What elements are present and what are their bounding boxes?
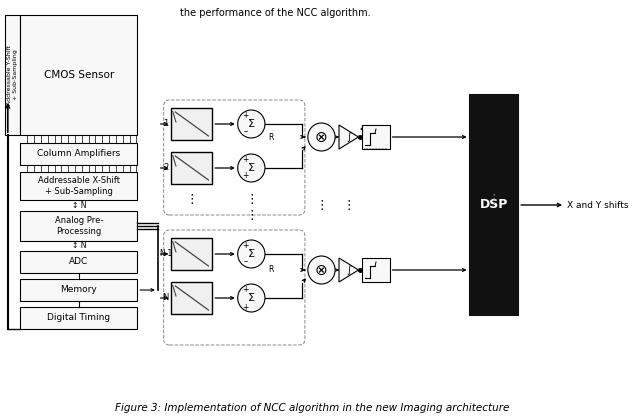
Text: +: + xyxy=(243,155,249,163)
Circle shape xyxy=(237,240,265,268)
Text: +: + xyxy=(243,240,249,250)
Text: ⋮: ⋮ xyxy=(152,252,163,262)
Text: ⋮: ⋮ xyxy=(316,199,328,212)
Circle shape xyxy=(237,154,265,182)
Text: X and Y shifts: X and Y shifts xyxy=(567,201,628,209)
Bar xyxy=(362,258,390,282)
Text: 2: 2 xyxy=(163,163,168,173)
Text: Σ: Σ xyxy=(248,119,255,129)
Text: ⋮: ⋮ xyxy=(488,194,500,206)
Text: +: + xyxy=(243,110,249,120)
Bar xyxy=(20,172,138,200)
Text: Column Amplifiers: Column Amplifiers xyxy=(37,150,120,158)
Text: Σ: Σ xyxy=(248,163,255,173)
Text: ∫: ∫ xyxy=(346,132,351,142)
Text: CMOS Sensor: CMOS Sensor xyxy=(44,70,114,80)
Bar xyxy=(20,143,138,165)
Text: ↕ N: ↕ N xyxy=(72,201,86,209)
Text: N: N xyxy=(163,293,169,303)
Bar xyxy=(172,282,212,314)
Bar xyxy=(20,15,138,135)
Bar xyxy=(362,125,390,149)
Text: Σ: Σ xyxy=(248,293,255,303)
Text: ∫: ∫ xyxy=(346,265,351,275)
Text: \: \ xyxy=(172,239,177,253)
Bar xyxy=(20,251,138,273)
Text: –: – xyxy=(243,127,248,137)
Text: Σ: Σ xyxy=(248,249,255,259)
Text: DSP: DSP xyxy=(480,199,508,212)
Text: 1: 1 xyxy=(163,120,168,128)
Text: ⋮: ⋮ xyxy=(245,209,257,222)
Text: R: R xyxy=(268,265,273,275)
Polygon shape xyxy=(339,258,358,282)
Text: ⊗: ⊗ xyxy=(315,263,328,278)
Text: +: + xyxy=(243,171,249,181)
Text: R: R xyxy=(268,133,273,142)
Bar xyxy=(172,108,212,140)
Text: ·: · xyxy=(358,121,363,139)
Bar xyxy=(20,307,138,329)
Text: ⊗: ⊗ xyxy=(315,130,328,145)
Circle shape xyxy=(237,110,265,138)
Text: Digital Timing: Digital Timing xyxy=(47,314,111,323)
Text: ⋮: ⋮ xyxy=(342,199,355,212)
Bar xyxy=(20,279,138,301)
Text: ADC: ADC xyxy=(69,257,88,267)
Text: –: – xyxy=(243,257,248,267)
Circle shape xyxy=(308,123,335,151)
Text: Analog Pre-
Processing: Analog Pre- Processing xyxy=(54,216,103,236)
Text: the performance of the NCC algorithm.: the performance of the NCC algorithm. xyxy=(180,8,371,18)
Text: N-1: N-1 xyxy=(159,250,172,258)
Text: Figure 3: Implementation of NCC algorithm in the new Imaging architecture: Figure 3: Implementation of NCC algorith… xyxy=(115,403,509,413)
Text: \: \ xyxy=(172,153,177,167)
Text: +: + xyxy=(243,303,249,311)
Text: \: \ xyxy=(172,109,177,123)
Text: ⋮: ⋮ xyxy=(245,194,257,206)
Bar xyxy=(5,15,20,135)
Polygon shape xyxy=(339,125,358,149)
Text: Addressable X-Shift
+ Sub-Sampling: Addressable X-Shift + Sub-Sampling xyxy=(38,176,120,196)
Text: +: + xyxy=(243,285,249,293)
Text: Addressable Y-Shift
+ Sub-Sampling: Addressable Y-Shift + Sub-Sampling xyxy=(7,45,18,105)
Text: \: \ xyxy=(172,283,177,297)
Circle shape xyxy=(237,284,265,312)
Text: ⋮: ⋮ xyxy=(186,194,198,206)
Circle shape xyxy=(308,256,335,284)
Text: Memory: Memory xyxy=(61,285,97,295)
Bar xyxy=(470,95,518,315)
Bar xyxy=(172,238,212,270)
Bar xyxy=(172,152,212,184)
Text: ↕ N: ↕ N xyxy=(72,242,86,250)
Bar xyxy=(20,211,138,241)
